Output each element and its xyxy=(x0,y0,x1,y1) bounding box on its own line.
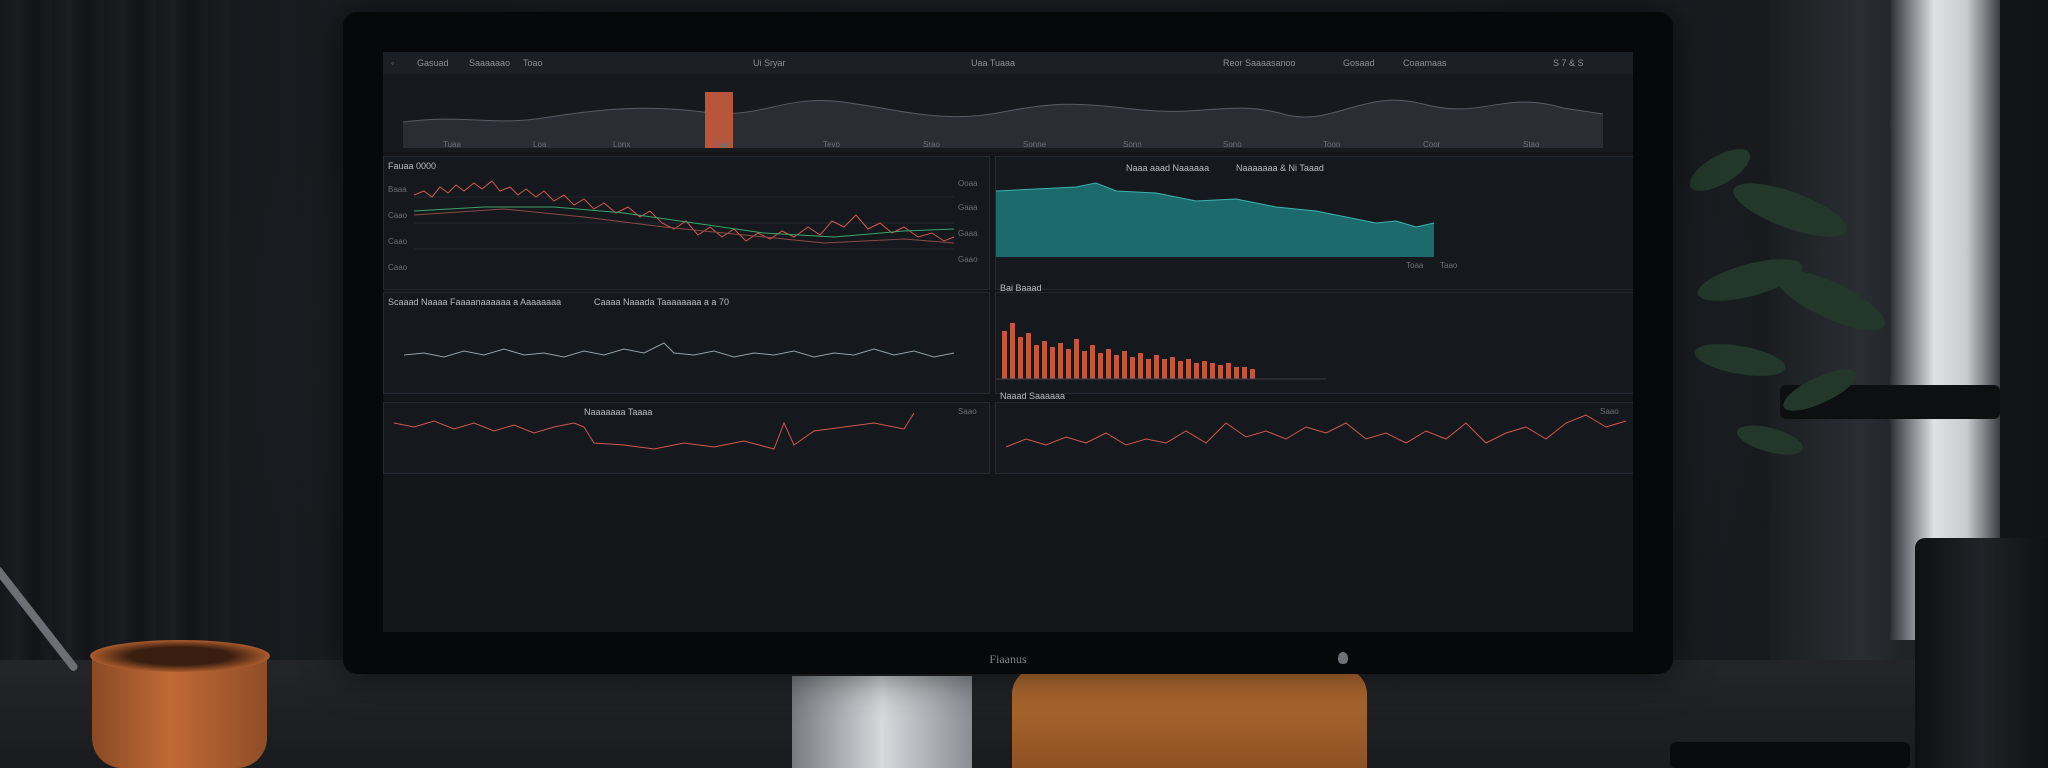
y-tick: Baaa xyxy=(388,185,407,194)
overview-label: Sono xyxy=(1223,140,1242,149)
bright-window xyxy=(1890,0,2000,640)
bottom-right-chart xyxy=(1005,414,1627,448)
right-tick: Ooaa xyxy=(958,179,978,188)
axis-label: Taao xyxy=(1440,261,1458,270)
topbar-item[interactable]: S 7 & S xyxy=(1553,58,1584,68)
topbar-item[interactable]: Uaa Tuaaa xyxy=(971,58,1016,68)
axis-label: Toaa xyxy=(1406,261,1424,270)
topbar-item[interactable]: Ui Sryar xyxy=(753,58,786,68)
topbar-item[interactable]: Reor Saaaasanoo xyxy=(1223,58,1296,68)
dashboard-topbar: ◦ Gasuad Saaaaaao Toao Ui Sryar Uaa Tuaa… xyxy=(383,52,1633,75)
overview-label: Taaar xyxy=(713,140,734,149)
leather-pad xyxy=(1012,668,1367,768)
panel-title: Naaad Saaaaaa xyxy=(1000,391,1066,401)
overview-label: Coor xyxy=(1423,140,1441,149)
bar-panel: Bai Baaad xyxy=(995,283,1633,394)
overview-label: Tevo xyxy=(823,140,840,149)
overview-label: Loa xyxy=(533,140,547,149)
keyboard xyxy=(1670,742,1910,768)
overview-panel: Tuaa Loa Lonx Taaar Tevo Srao Sonne Sonn… xyxy=(383,74,1633,152)
dashboard-screen: ◦ Gasuad Saaaaaao Toao Ui Sryar Uaa Tuaa… xyxy=(383,52,1633,632)
right-tick: Gaao xyxy=(958,255,978,264)
bottom-left-panel: Naaaaaaa Taaaa Saao xyxy=(383,402,990,474)
panel-title: Naaaaaaa & Ni Taaad xyxy=(1236,163,1324,173)
panel-title: Scaaad Naaaa Faaaanaaaaaa a Aaaaaaaa xyxy=(388,297,562,307)
plant-icon xyxy=(1689,149,1885,455)
coffee-cup-rim xyxy=(90,640,270,672)
bottom-right-panel: Naaad Saaaaaa Saao xyxy=(995,391,1633,474)
topbar-item[interactable]: Gasuad xyxy=(417,58,449,68)
panel-title: Caaaa Naaada Taaaaaaaa a a 70 xyxy=(594,297,729,307)
overview-label: Tuaa xyxy=(443,140,461,149)
monitor: ◦ Gasuad Saaaaaao Toao Ui Sryar Uaa Tuaa… xyxy=(343,12,1673,674)
panel-title: Naaa aaad Naaaaaa xyxy=(1126,163,1210,173)
highlight-bar xyxy=(705,92,733,148)
panel-title: Naaaaaaa Taaaa xyxy=(584,407,653,417)
area-chart xyxy=(996,182,1435,257)
bottom-left-chart xyxy=(393,412,915,450)
line-chart xyxy=(413,180,955,250)
monitor-brand: Fiaanus xyxy=(989,652,1027,666)
topbar-item[interactable]: Gosaad xyxy=(1343,58,1375,68)
right-label: Saao xyxy=(958,407,977,416)
overview-label: Sonn xyxy=(1123,140,1142,149)
topbar-item[interactable]: Saaaaaao xyxy=(469,58,511,68)
line-panel: Fauaa 0000 Baaa Caao Caao Caao Ooaa Gaaa… xyxy=(383,156,990,290)
topbar-item[interactable]: Toao xyxy=(523,58,543,68)
panel-title: Fauaa 0000 xyxy=(388,161,437,171)
bar-chart xyxy=(996,323,1326,380)
overview-label: Srao xyxy=(923,140,940,149)
speaker xyxy=(1915,538,2048,768)
overview-label: Stao xyxy=(1523,140,1540,149)
teal-panel: Naaa aaad Naaaaaa Naaaaaaa & Ni Taaad To… xyxy=(995,156,1633,290)
circle-icon[interactable]: ◦ xyxy=(391,58,395,68)
right-tick: Gaaa xyxy=(958,229,978,238)
overview-label: Toon xyxy=(1323,140,1341,149)
overview-chart xyxy=(402,92,1604,148)
topbar-item[interactable]: Coaamaas xyxy=(1403,58,1447,68)
logo-icon xyxy=(1338,652,1348,664)
panel-title: Bai Baaad xyxy=(1000,283,1042,293)
y-tick: Caao xyxy=(388,211,408,220)
noise-chart xyxy=(403,342,955,358)
y-tick: Caao xyxy=(388,263,408,272)
overview-label: Lonx xyxy=(613,140,631,149)
right-label: Saao xyxy=(1600,407,1619,416)
overview-label: Sonne xyxy=(1023,140,1047,149)
right-tick: Gaaa xyxy=(958,203,978,212)
y-tick: Caao xyxy=(388,237,408,246)
noise-panel: Scaaad Naaaa Faaaanaaaaaa a Aaaaaaaa Caa… xyxy=(383,292,990,394)
monitor-stand xyxy=(792,676,972,768)
